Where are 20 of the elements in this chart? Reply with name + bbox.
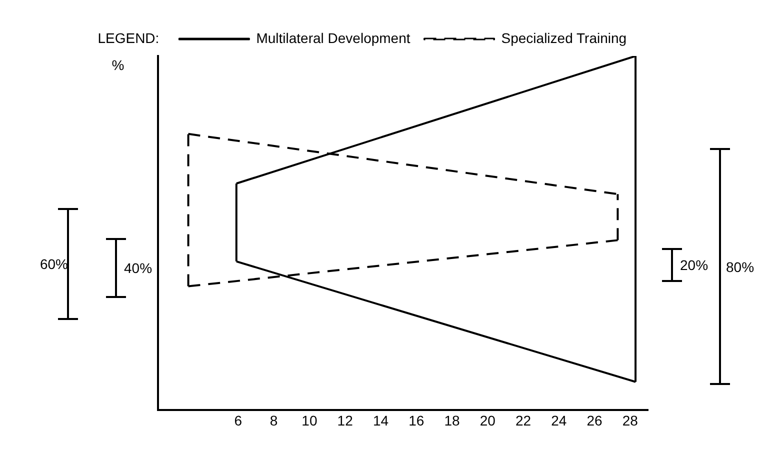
text: 80%	[726, 258, 754, 274]
legend-label: Specialized Training	[501, 30, 627, 46]
x-tick-label: 20	[480, 412, 496, 428]
text: 20%	[680, 257, 708, 273]
x-tick-label: 22	[515, 412, 532, 428]
text: 60%	[40, 256, 68, 272]
x-tick-label: 12	[337, 412, 354, 428]
x-tick-label: 8	[270, 412, 278, 428]
x-tick-label: 6	[234, 412, 242, 428]
x-tick-label: 16	[408, 412, 424, 428]
x-tick-label: 26	[586, 412, 603, 428]
x-tick-label: 28	[622, 412, 638, 428]
x-tick-label: 10	[302, 412, 318, 428]
legend-label: Multilateral Development	[256, 30, 410, 46]
y-axis-title: %	[112, 56, 124, 73]
x-tick-label: 14	[372, 412, 389, 428]
legend-title: LEGEND:	[98, 30, 160, 46]
x-tick-label: 24	[551, 412, 567, 428]
x-tick-label: 18	[444, 412, 460, 428]
text: 40%	[124, 260, 152, 276]
